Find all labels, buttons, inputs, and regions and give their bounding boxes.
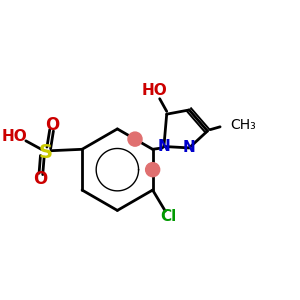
Text: O: O (33, 170, 47, 188)
Text: S: S (38, 142, 52, 162)
Text: O: O (45, 116, 60, 134)
Text: N: N (158, 139, 170, 154)
Text: N: N (183, 140, 196, 155)
Text: Cl: Cl (160, 209, 176, 224)
Text: HO: HO (141, 83, 167, 98)
Text: HO: HO (2, 129, 28, 144)
Circle shape (128, 132, 142, 146)
Text: CH₃: CH₃ (230, 118, 256, 132)
Circle shape (146, 163, 160, 177)
